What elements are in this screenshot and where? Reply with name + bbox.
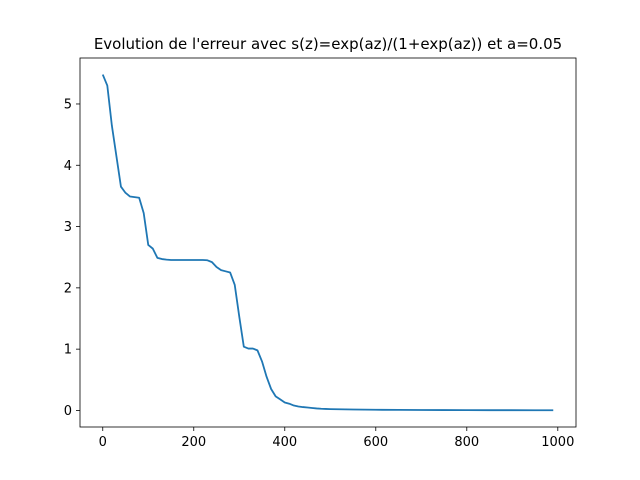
y-tick-label: 2 [64, 281, 72, 296]
series-line [101, 74, 554, 412]
x-tick-label: 200 [181, 435, 206, 450]
y-axis: 0 1 2 3 4 5 [64, 97, 80, 419]
x-tick-label: 800 [454, 435, 479, 450]
chart-title: Evolution de l'erreur avec s(z)=exp(az)/… [94, 35, 562, 53]
y-tick-label: 4 [64, 159, 72, 174]
x-tick-label: 600 [363, 435, 388, 450]
x-tick-label: 0 [99, 435, 107, 450]
y-tick-label: 0 [64, 404, 72, 419]
axes-frame [79, 57, 577, 428]
x-tick-label: 400 [272, 435, 297, 450]
x-axis: 0 200 400 600 800 1000 [99, 427, 574, 450]
y-tick-label: 3 [64, 220, 72, 235]
plot-area [101, 74, 554, 412]
y-tick-label: 1 [64, 343, 72, 358]
x-tick-label: 1000 [541, 435, 574, 450]
y-tick-label: 5 [64, 97, 72, 112]
